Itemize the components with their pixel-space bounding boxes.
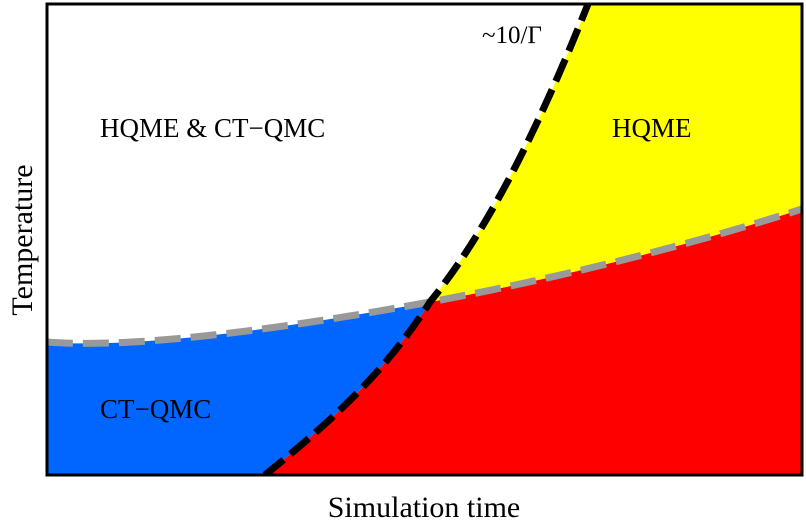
region-hqme	[430, 4, 802, 302]
y-axis-label: Temperature	[6, 164, 39, 315]
plot-frame	[45, 2, 804, 477]
region-label-ctqmc: CT−QMC	[100, 394, 211, 424]
region-ctqmc	[47, 302, 430, 475]
hqme-boundary-curve	[262, 4, 592, 475]
plot-area	[47, 4, 802, 475]
curve-label-10-over-gamma: ~10/Γ	[482, 22, 542, 49]
x-axis-label: Simulation time	[328, 491, 521, 524]
region-label-both: HQME & CT−QMC	[100, 113, 325, 143]
region-neither	[265, 209, 802, 475]
region-label-hqme: HQME	[612, 113, 692, 143]
